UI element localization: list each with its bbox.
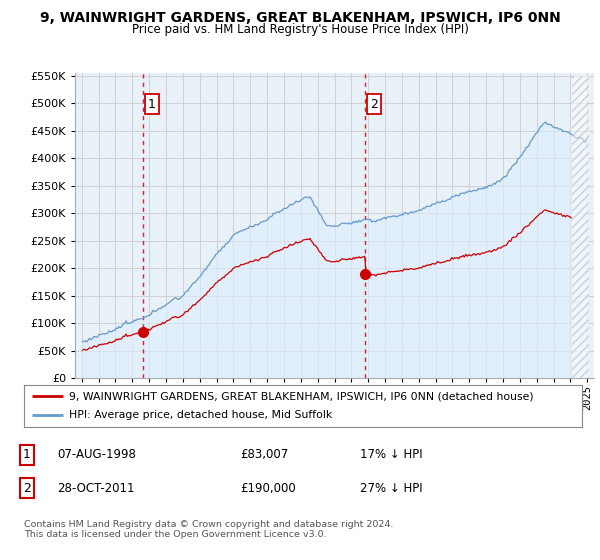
Text: 2: 2 [23,482,31,495]
Text: 2: 2 [370,97,378,110]
Text: 1: 1 [148,97,155,110]
Text: £190,000: £190,000 [240,482,296,495]
Text: 07-AUG-1998: 07-AUG-1998 [57,448,136,461]
Text: 9, WAINWRIGHT GARDENS, GREAT BLAKENHAM, IPSWICH, IP6 0NN: 9, WAINWRIGHT GARDENS, GREAT BLAKENHAM, … [40,11,560,25]
Text: 27% ↓ HPI: 27% ↓ HPI [360,482,422,495]
Text: £83,007: £83,007 [240,448,288,461]
Text: 17% ↓ HPI: 17% ↓ HPI [360,448,422,461]
Text: 9, WAINWRIGHT GARDENS, GREAT BLAKENHAM, IPSWICH, IP6 0NN (detached house): 9, WAINWRIGHT GARDENS, GREAT BLAKENHAM, … [68,391,533,401]
Text: HPI: Average price, detached house, Mid Suffolk: HPI: Average price, detached house, Mid … [68,410,332,421]
Text: 1: 1 [23,448,31,461]
Text: Price paid vs. HM Land Registry's House Price Index (HPI): Price paid vs. HM Land Registry's House … [131,23,469,36]
Text: Contains HM Land Registry data © Crown copyright and database right 2024.
This d: Contains HM Land Registry data © Crown c… [24,520,394,539]
Text: 28-OCT-2011: 28-OCT-2011 [57,482,134,495]
